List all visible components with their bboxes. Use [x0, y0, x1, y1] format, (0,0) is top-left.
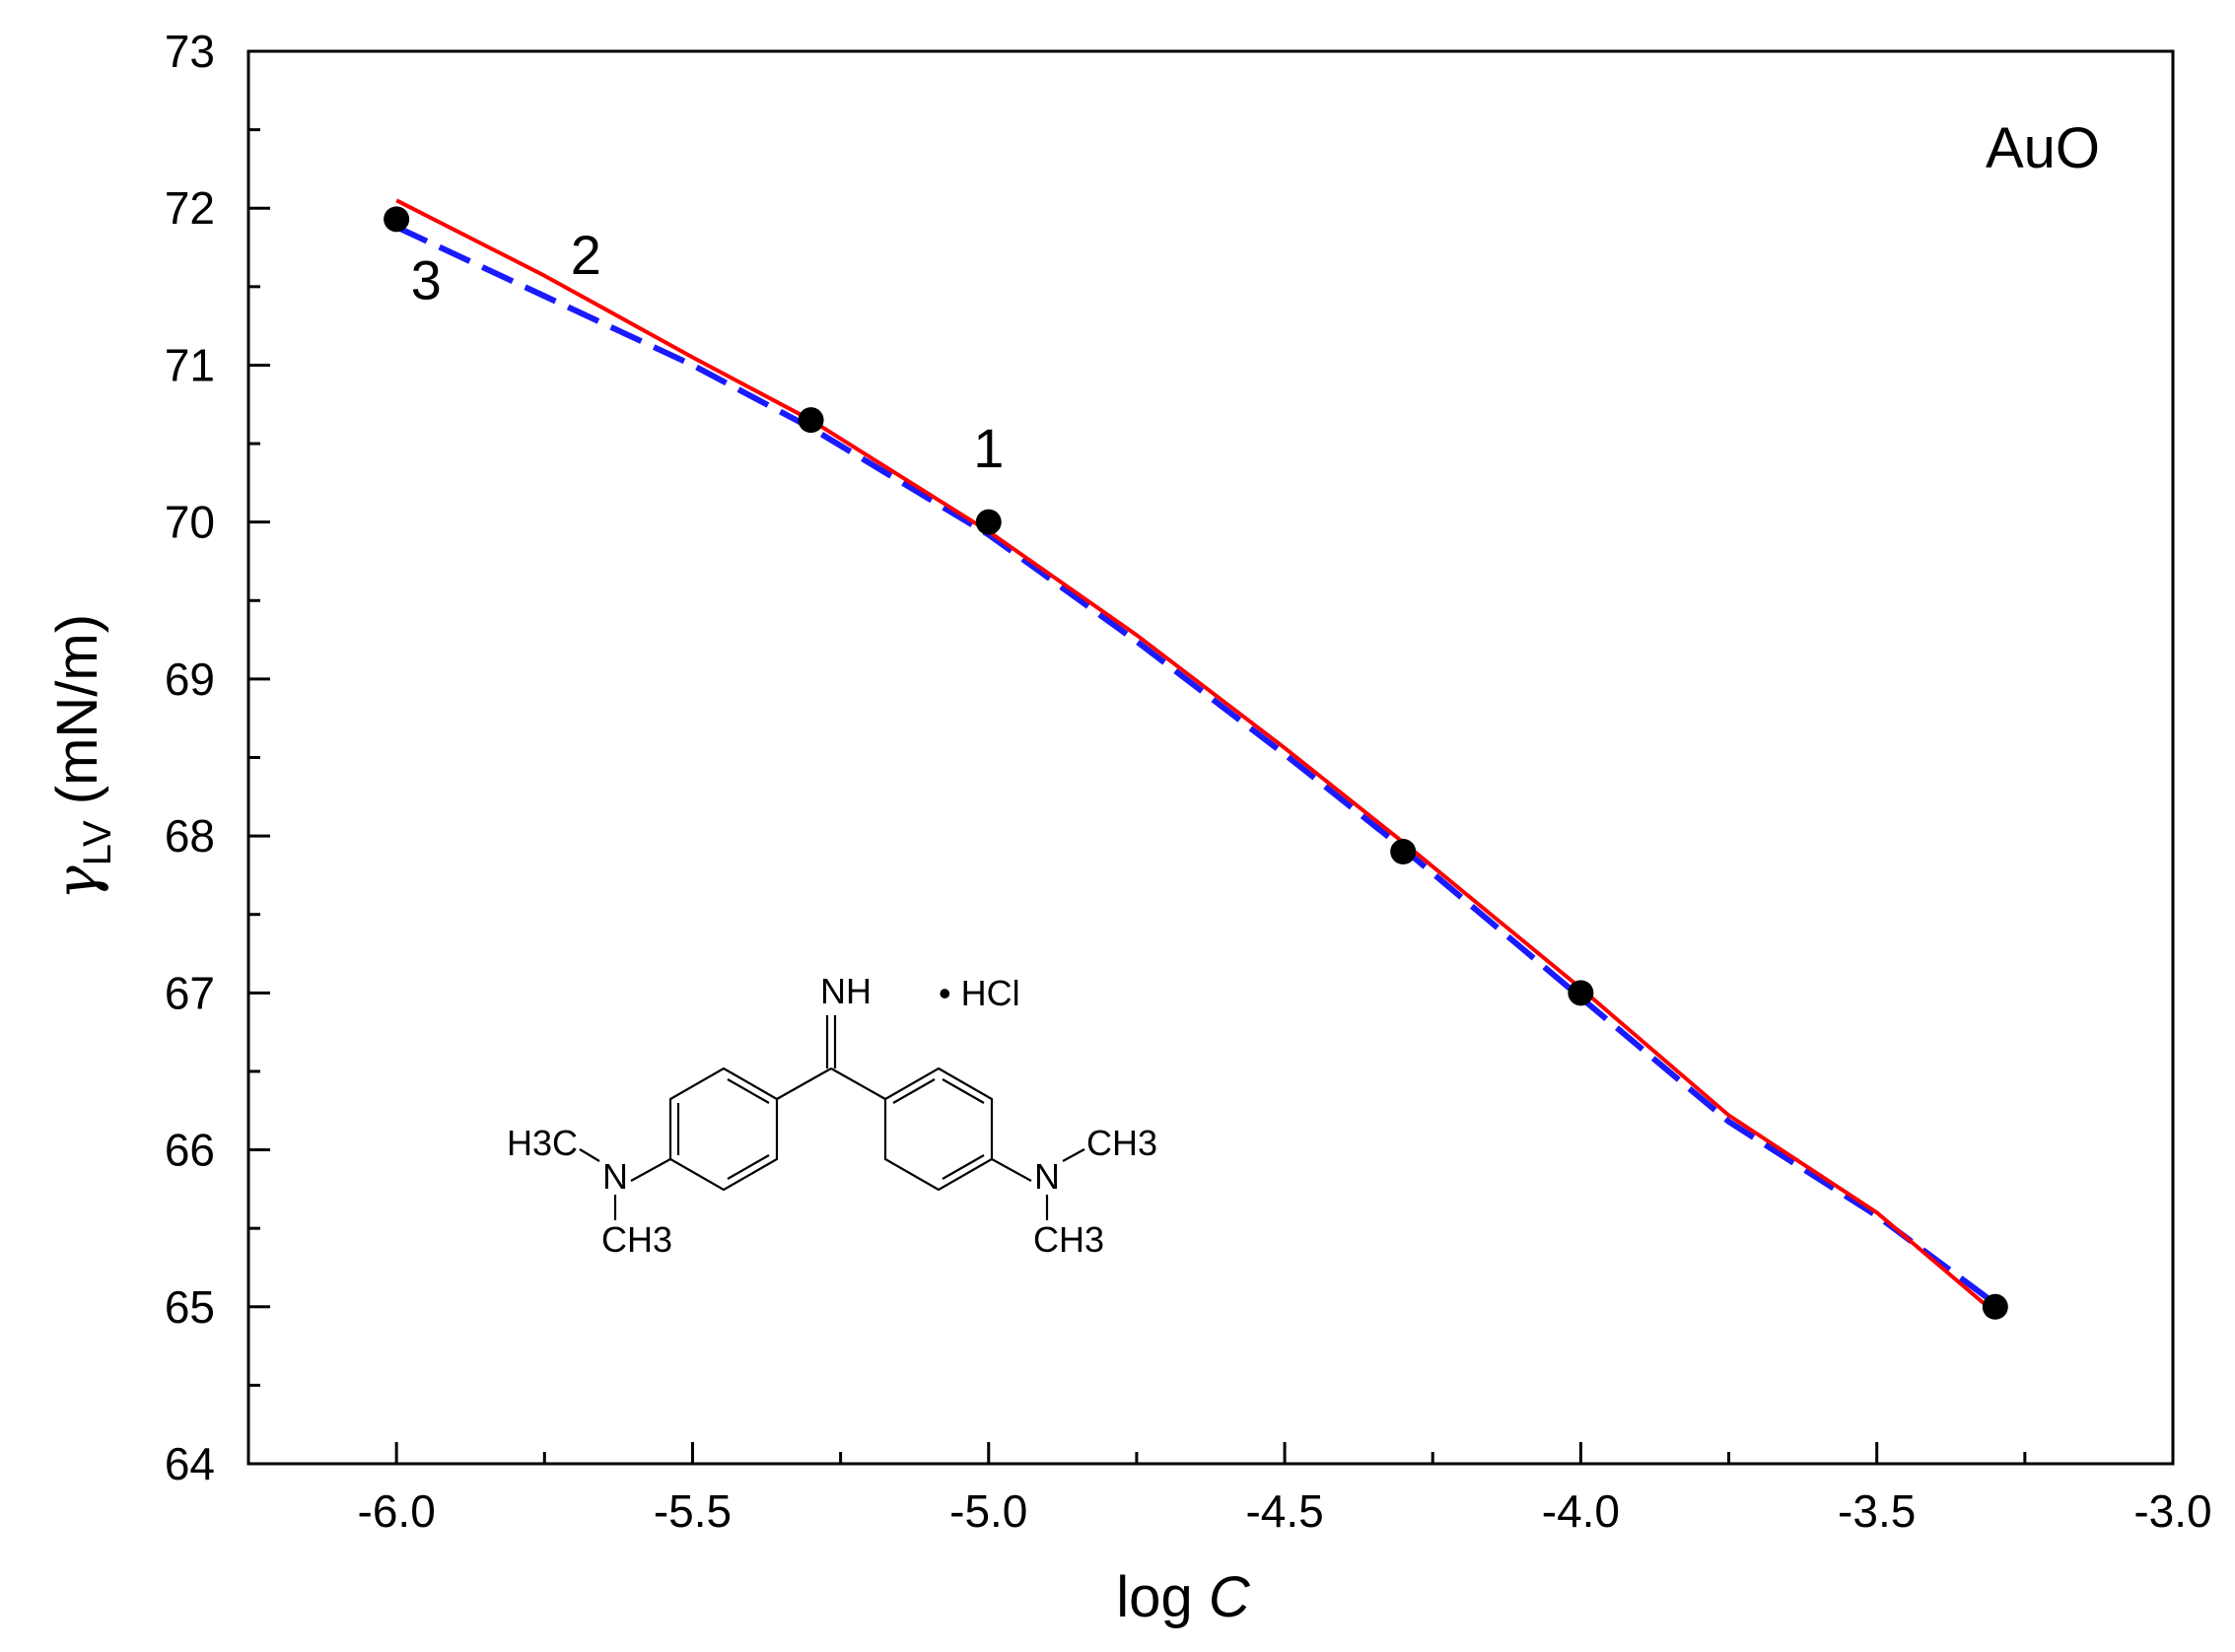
y-tick-label: 70 — [165, 497, 215, 548]
data-point — [1982, 1293, 2008, 1320]
data-point — [975, 509, 1002, 535]
chemical-structure — [579, 1015, 1085, 1220]
data-point — [384, 206, 410, 233]
curve-label-2: 2 — [571, 224, 601, 286]
x-tick-label: -6.0 — [358, 1485, 436, 1537]
data-point — [1568, 980, 1594, 1006]
y-axis-title: γLV (mN/m) — [43, 614, 119, 900]
data-point — [1390, 839, 1417, 865]
right-nitrogen-label: N — [1034, 1156, 1060, 1197]
y-tick-label: 73 — [165, 26, 215, 77]
y-tick-label: 66 — [165, 1125, 215, 1176]
y-tick-label: 71 — [165, 339, 215, 390]
curve-label-1: 1 — [973, 417, 1004, 479]
y-tick-label: 65 — [165, 1281, 215, 1333]
fit-curves — [394, 198, 1997, 1315]
right-n-to-methyl-top-bond — [1062, 1148, 1085, 1162]
x-tick-label: -5.5 — [654, 1485, 732, 1537]
dashed-fit-curve — [394, 224, 1997, 1307]
left-nitrogen-label: N — [602, 1156, 628, 1197]
right-ring-to-n-bond — [991, 1158, 1032, 1182]
data-point — [798, 407, 824, 434]
data-points — [384, 206, 2008, 1320]
salt-label: • HCl — [939, 973, 1020, 1013]
right-methyl-bottom-label: CH3 — [1033, 1219, 1104, 1260]
right-methyl-top-label: CH3 — [1086, 1123, 1157, 1163]
right-ring-to-carbon-bond — [830, 1067, 886, 1100]
y-tick-label: 64 — [165, 1438, 215, 1489]
axis-ticks — [246, 49, 2175, 1466]
imine-label: NH — [820, 971, 872, 1011]
plot-frame — [246, 49, 2175, 1466]
panel-label: AuO — [1986, 116, 2100, 180]
solid-fit-curve — [395, 198, 1997, 1315]
x-tick-label: -3.5 — [1838, 1485, 1916, 1537]
left-ring-to-carbon-bond — [776, 1067, 832, 1100]
x-axis-title: log C — [1116, 1565, 1251, 1629]
left-methyl-bottom-label: CH3 — [601, 1219, 672, 1260]
curve-label-3: 3 — [411, 249, 442, 311]
left-methyl-top-label: H3C — [507, 1123, 578, 1163]
x-tick-label: -4.0 — [1542, 1485, 1620, 1537]
y-tick-label: 68 — [165, 810, 215, 861]
x-tick-label: -3.0 — [2133, 1485, 2211, 1537]
x-tick-label: -5.0 — [949, 1485, 1027, 1537]
y-tick-label: 67 — [165, 967, 215, 1018]
axis-tick-labels: -6.0 -5.5 -5.0 -4.5 -4.0 -3.5 -3.0 64 65 66 67 68 69… — [165, 26, 2212, 1537]
y-tick-label: 72 — [165, 182, 215, 234]
left-n-to-methyl-top-bond — [579, 1148, 600, 1162]
left-ring-to-n-bond — [630, 1158, 671, 1182]
x-tick-label: -4.5 — [1245, 1485, 1323, 1537]
y-tick-label: 69 — [165, 654, 215, 705]
curve-annotations: 1 2 3 — [411, 224, 1005, 479]
